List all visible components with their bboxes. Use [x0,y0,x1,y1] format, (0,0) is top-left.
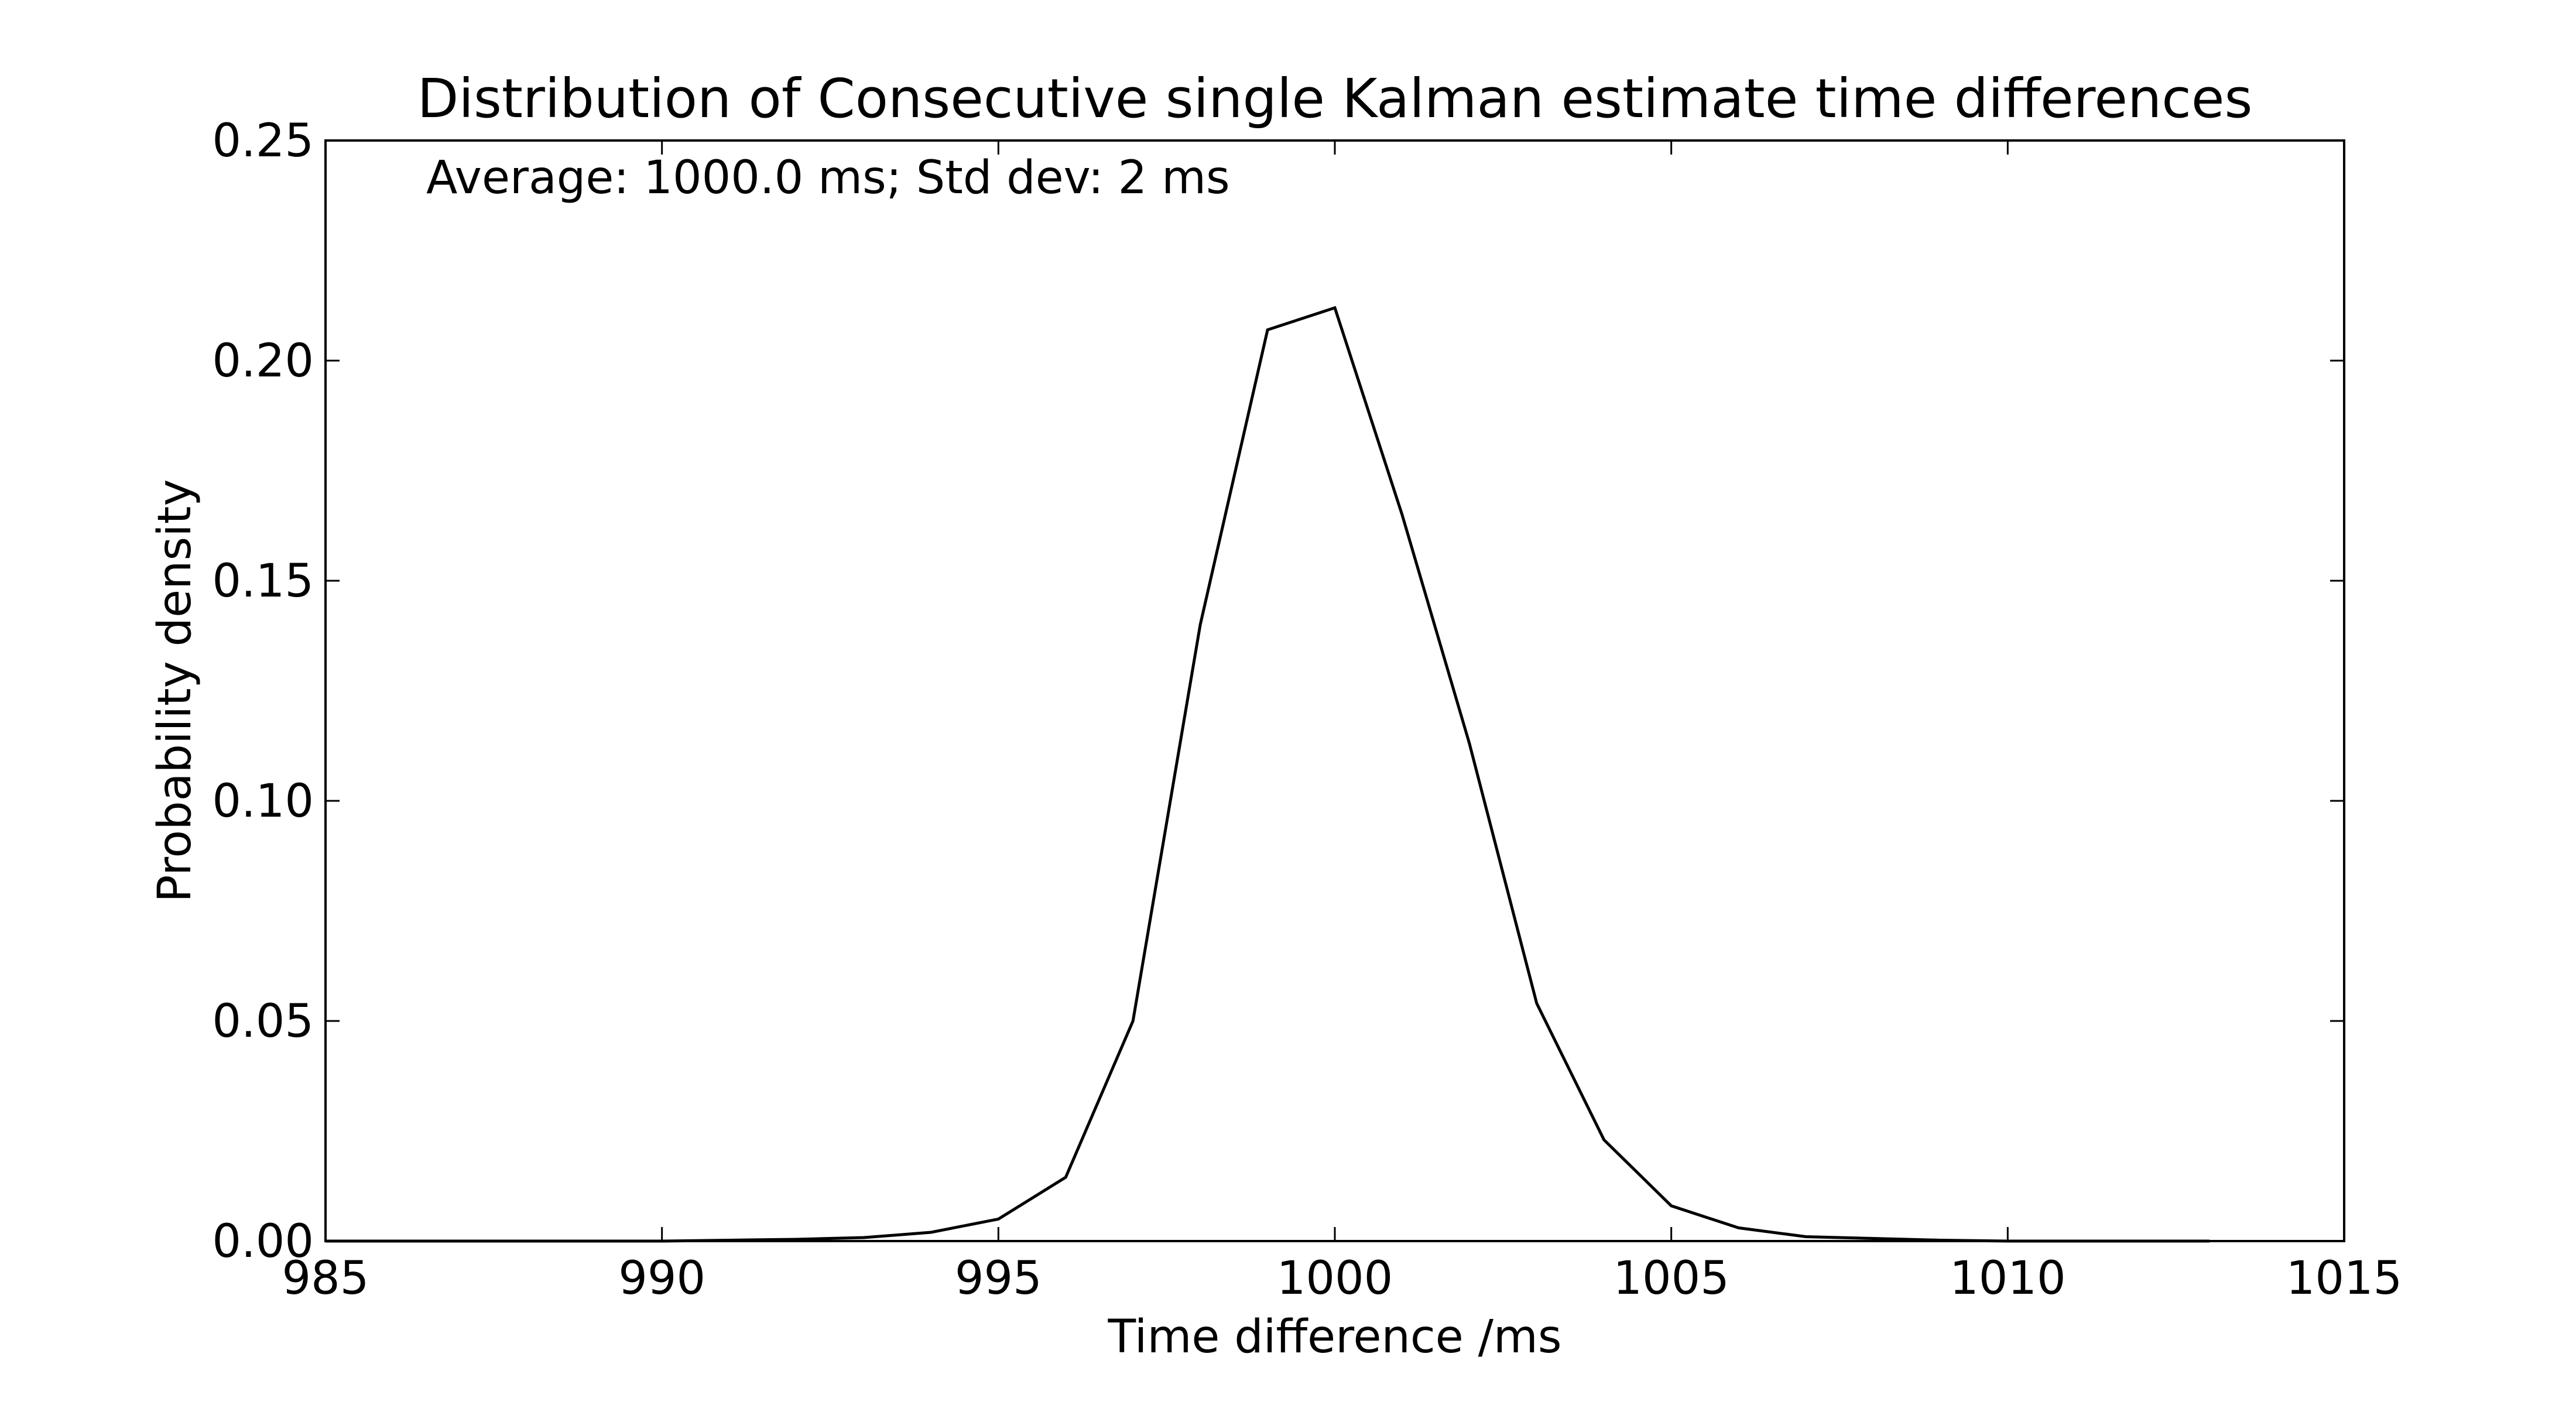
plot-frame [324,139,2345,1242]
y-tick-label: 0.15 [212,555,314,608]
x-tick-label: 1010 [1950,1252,2066,1305]
y-tick-label: 0.25 [212,115,314,167]
chart-title: Distribution of Consecutive single Kalma… [417,67,2253,130]
plot-area [326,140,2344,1241]
y-tick-label: 0.10 [212,775,314,828]
y-tick-label: 0.00 [212,1215,314,1268]
x-tick-label: 1005 [1613,1252,1729,1305]
tick-labels: 985 990 995 1000 1005 1010 1015 0.00 0.05 0.10 0.1… [212,115,2402,1305]
x-tick-label: 995 [955,1252,1042,1305]
x-tick-label: 1015 [2286,1252,2403,1305]
y-tick-label: 0.05 [212,995,314,1048]
x-tick-label: 990 [618,1252,705,1305]
x-axis-label: Time difference /ms [1108,1311,1562,1363]
x-tick-label: 985 [282,1252,369,1305]
x-tick-label: 1000 [1277,1252,1393,1305]
y-tick-label: 0.20 [212,335,314,388]
y-axis-label: Probability density [149,479,201,902]
stats-annotation: Average: 1000.0 ms; Std dev: 2 ms [426,152,1230,204]
